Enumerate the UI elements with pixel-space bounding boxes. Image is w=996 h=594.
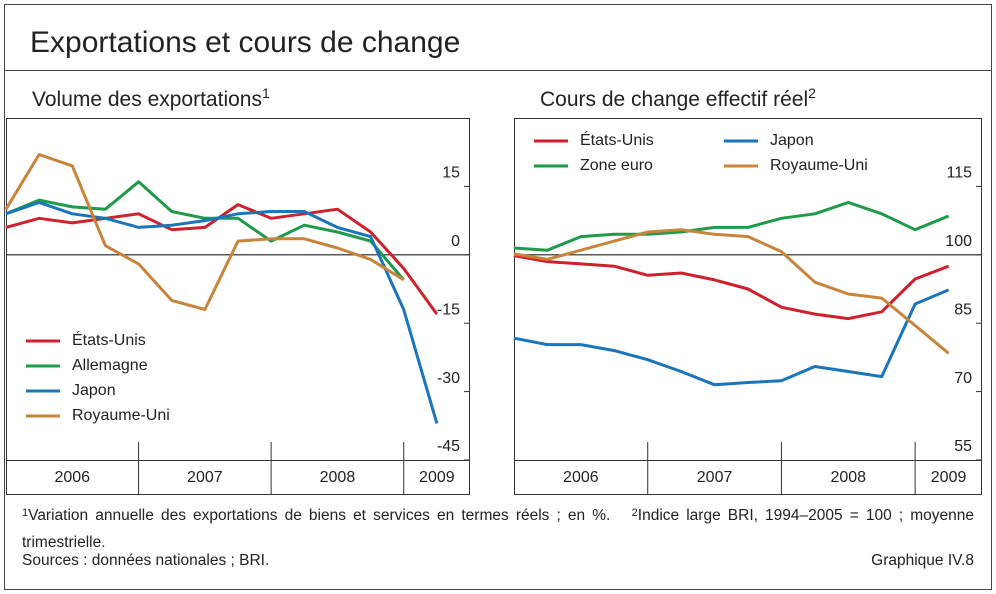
footnote: Variation annuelle des exportations de b…	[28, 507, 611, 524]
chart-title-text: Cours de change effectif réel	[540, 88, 808, 111]
legend-label: Royaume-Uni	[770, 157, 868, 174]
legend-label: Japon	[770, 132, 814, 149]
y-tick-label: -30	[437, 370, 460, 387]
chart-title: Cours de change effectif réel2	[540, 85, 816, 111]
chart-title-note: 1	[262, 85, 270, 101]
chart-title-text: Volume des exportations	[32, 88, 262, 111]
y-tick-label: 85	[954, 301, 972, 318]
chart-title: Volume des exportations1	[32, 85, 270, 111]
legend-label: États-Unis	[72, 330, 146, 349]
x-tick-label: 2008	[320, 469, 356, 486]
footnote-mark: 2	[631, 507, 638, 519]
footnote-mark: 1	[22, 507, 29, 519]
y-tick-label: 100	[945, 233, 972, 250]
frame	[4, 4, 992, 590]
x-tick-label: 2006	[54, 469, 90, 486]
source-row: Sources : données nationales ; BRI. Graph…	[22, 552, 974, 570]
y-tick-label: -45	[437, 438, 460, 455]
chart-title-note: 2	[808, 85, 816, 101]
footnotes: 1Variation annuelle des exportations de …	[22, 500, 974, 556]
legend-label: Japon	[72, 382, 116, 399]
legend-label: Royaume-Uni	[72, 407, 170, 424]
series-line	[4, 153, 405, 311]
legend-label: Zone euro	[580, 157, 653, 174]
series-line	[513, 228, 950, 355]
figure-id: Graphique IV.8	[871, 552, 974, 569]
y-tick-label: 70	[954, 370, 972, 387]
y-tick-label: 0	[451, 233, 460, 250]
series-line	[513, 288, 950, 387]
y-tick-label: 55	[954, 438, 972, 455]
plot-area	[6, 118, 470, 495]
y-tick-label: -15	[437, 301, 460, 318]
y-tick-label: 15	[442, 165, 460, 182]
x-tick-label: 2008	[830, 469, 866, 486]
series-line	[513, 200, 950, 252]
x-tick-label: 2009	[931, 469, 967, 486]
legend-label: Allemagne	[72, 357, 148, 374]
series-line	[5, 180, 405, 281]
x-tick-label: 2007	[697, 469, 733, 486]
sources: Sources : données nationales ; BRI.	[22, 552, 270, 569]
legend-label: États-Unis	[580, 130, 654, 149]
y-tick-label: 115	[946, 165, 972, 182]
footnote: Indice large BRI, 1994–2005 = 100 ; moye…	[22, 507, 974, 551]
plot-area	[514, 118, 982, 495]
series-line	[513, 254, 950, 321]
x-tick-label: 2007	[187, 469, 223, 486]
x-tick-label: 2006	[563, 469, 599, 486]
x-tick-label: 2009	[419, 469, 455, 486]
figure-title: Exportations et cours de change	[30, 26, 460, 59]
series-line	[5, 200, 439, 424]
